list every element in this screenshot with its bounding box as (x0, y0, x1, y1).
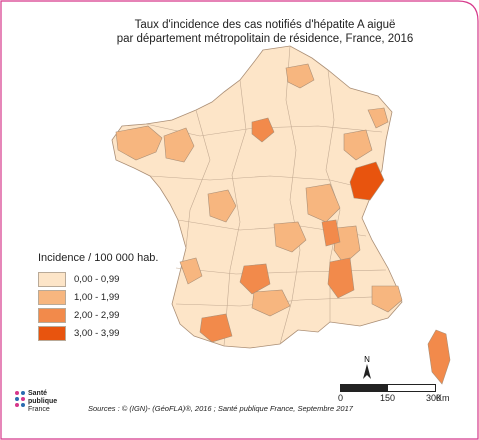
legend-label: 2,00 - 2,99 (74, 309, 120, 321)
logo-line-3: France (28, 406, 50, 413)
dept-gironde-south (179, 257, 203, 285)
legend-item: 3,00 - 3,99 (38, 324, 158, 342)
dept-drome-vaucluse (327, 257, 355, 299)
sources-note: Sources : © (IGN)- (GéoFLA)®, 2016 ; San… (88, 404, 353, 413)
legend-label: 0,00 - 0,99 (74, 273, 120, 285)
dept-aveyron-lot (239, 263, 271, 295)
north-label: N (364, 355, 370, 364)
dept-vienne-west (207, 189, 237, 223)
dept-paris-region (251, 117, 275, 143)
scale-unit: Km (436, 393, 450, 403)
dept-isere (321, 219, 341, 247)
dept-puy-de-dome (273, 221, 307, 253)
scale-tick: 150 (380, 393, 396, 403)
logo-line-2: publique (28, 398, 58, 405)
map-legend: Incidence / 100 000 hab. 0,00 - 0,99 1,0… (38, 252, 158, 342)
north-arrow-icon: N (363, 355, 371, 379)
legend-label: 3,00 - 3,99 (74, 327, 120, 339)
scale-tick: 300 (426, 393, 442, 403)
title-line-2: par département métropolitain de résiden… (116, 33, 414, 45)
dept-pas-de-calais-north (285, 63, 315, 89)
scale-tick: 0 (338, 393, 344, 403)
dept-jura-ain (305, 183, 341, 223)
dept-herault-gard (251, 289, 291, 317)
dept-moselle (367, 107, 389, 129)
legend-item: 2,00 - 2,99 (38, 306, 158, 324)
dept-ille-vilaine-mayenne (163, 127, 195, 163)
dept-var-alpes-maritimes (371, 285, 403, 313)
legend-label: 1,00 - 1,99 (74, 291, 120, 303)
map-title: Taux d'incidence des cas notifiés d'hépa… (70, 18, 460, 46)
logo-dots-icon (15, 391, 25, 407)
legend-swatch (38, 325, 66, 341)
dept-doubs (349, 161, 385, 201)
legend-swatch (38, 289, 66, 305)
legend-title: Incidence / 100 000 hab. (38, 252, 159, 264)
dept-finistere-cotes-armor (115, 125, 163, 161)
dept-marne-east (343, 129, 373, 161)
title-line-1: Taux d'incidence des cas notifiés d'hépa… (134, 19, 396, 31)
legend-item: 1,00 - 1,99 (38, 288, 158, 306)
dept-pyrenees-orientales (199, 313, 233, 343)
logo-line-1: Santé (28, 390, 48, 397)
scale-bar-graphic (340, 384, 436, 392)
legend-swatch (38, 307, 66, 323)
legend-swatch (38, 271, 66, 287)
corsica (427, 329, 451, 385)
legend-item: 0,00 - 0,99 (38, 270, 158, 288)
dept-isere-drome (333, 225, 361, 265)
